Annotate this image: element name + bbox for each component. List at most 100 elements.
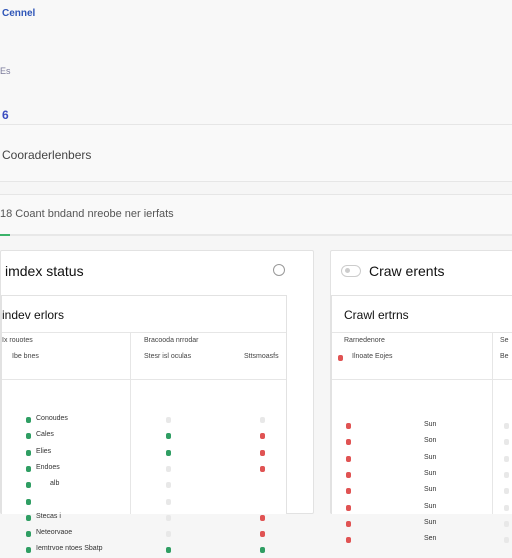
status-dot (260, 514, 265, 521)
crawl-errors-card: Crawl ertrns Rarnedenore Se Ilnoate Eoje… (331, 295, 512, 544)
info-bar-text: 18 Coant bndand nreobe ner ierfats (0, 208, 174, 220)
table-row[interactable]: Sun (332, 500, 512, 516)
empty-dot (504, 439, 509, 446)
top-mini-label: Es (0, 66, 11, 76)
index-errors-card: indev erlors Ix rouotes Bracooda nrrodar… (1, 295, 287, 554)
status-dot (166, 449, 171, 456)
table-row[interactable]: Sun (332, 483, 512, 499)
table-row[interactable]: Sun (332, 451, 512, 467)
crawl-header-col2-sub: Be (500, 353, 509, 360)
row-label: Cales (36, 431, 54, 439)
header-col2-sub: Stesr isl oculas (144, 353, 192, 360)
row-value: Sun (424, 518, 437, 526)
table-row[interactable]: alb (2, 477, 286, 493)
status-dot (260, 547, 265, 554)
status-dot (260, 433, 265, 440)
table-row[interactable]: Iemtrvoe ntoes Sbatp (2, 542, 286, 558)
header-col2: Bracooda nrrodar (144, 337, 199, 344)
error-dot (346, 471, 351, 478)
table-row[interactable]: Sun (332, 418, 512, 434)
row-value: Sun (424, 469, 437, 477)
status-dot (166, 417, 171, 423)
table-row[interactable]: Son (332, 434, 512, 450)
crawl-header-col1: Rarnedenore (344, 337, 385, 344)
row-label: Iemtrvoe ntoes Sbatp (36, 545, 103, 553)
error-dot (346, 423, 351, 429)
index-table-header: Ix rouotes Bracooda nrrodar Ibe bnes Ste… (2, 332, 286, 380)
empty-dot (504, 488, 509, 495)
status-dot (166, 498, 171, 505)
status-dot (26, 547, 31, 554)
table-row[interactable]: Neteorvaoe (2, 526, 286, 542)
row-value: Sen (424, 535, 437, 543)
crawl-header-col1-sub: Ilnoate Eojes (352, 353, 393, 360)
table-row[interactable]: Sun (332, 516, 512, 532)
header-col1-sub: Ibe bnes (12, 353, 39, 360)
row-label: Elies (36, 447, 52, 455)
status-dot (166, 514, 171, 521)
error-dot (346, 455, 351, 462)
error-dot (346, 504, 351, 511)
row-label: Neteorvaoe (36, 529, 73, 537)
table-row[interactable]: Stecas i (2, 510, 286, 526)
crawl-header-col2: Se (500, 337, 509, 344)
row-label: alb (50, 480, 60, 488)
status-dot (26, 498, 31, 505)
row-label: Stecas i (36, 512, 61, 520)
empty-dot (504, 537, 509, 544)
error-dot (346, 537, 351, 544)
table-row[interactable]: Sen (332, 532, 512, 548)
top-area: Cennel Es 6 (0, 0, 512, 124)
row-value: Sun (424, 453, 437, 461)
header-col3-sub: Sttsmoasfs (244, 353, 279, 360)
table-row[interactable] (2, 494, 286, 510)
crawl-errors-panel: Craw erents Crawl ertrns Rarnedenore Se … (330, 250, 512, 544)
progress-track (0, 234, 512, 236)
status-dot (26, 531, 31, 538)
status-dot (166, 433, 171, 440)
status-dot (26, 514, 31, 521)
table-row[interactable]: Cales (2, 428, 286, 444)
info-bar: 18 Coant bndand nreobe ner ierfats (0, 194, 512, 236)
status-dot (260, 449, 265, 456)
crawl-table-header: Rarnedenore Se Ilnoate Eojes Be (332, 332, 512, 380)
crawl-column-divider (492, 332, 493, 514)
table-row[interactable]: Endoes (2, 461, 286, 477)
empty-dot (504, 455, 509, 462)
table-row[interactable]: Sun (332, 467, 512, 483)
top-number: 6 (2, 108, 9, 122)
status-dot (166, 465, 171, 472)
status-dot (26, 417, 31, 423)
table-row[interactable]: Conoudes (2, 412, 286, 428)
status-dot (26, 465, 31, 472)
status-dot (26, 449, 31, 456)
status-dot (26, 482, 31, 489)
status-dot (260, 465, 265, 472)
search-bar[interactable]: Cooraderlenbers (0, 124, 512, 182)
header-col1: Ix rouotes (2, 337, 33, 344)
row-value: Sun (424, 502, 437, 510)
status-dot (166, 547, 171, 554)
status-dot (260, 531, 265, 538)
row-label: Endoes (36, 463, 60, 471)
error-dot (338, 355, 343, 361)
progress-fill (0, 234, 11, 236)
empty-dot (504, 504, 509, 511)
index-errors-title: indev erlors (2, 308, 65, 322)
index-status-title: imdex status (5, 263, 84, 279)
table-row[interactable]: Elies (2, 445, 286, 461)
status-dot (166, 482, 171, 489)
search-bar-text: Cooraderlenbers (2, 148, 92, 162)
refresh-icon[interactable] (273, 264, 285, 276)
index-status-panel: imdex status indev erlors Ix rouotes Bra… (0, 250, 314, 554)
status-dot (26, 433, 31, 440)
brand-logo[interactable]: Cennel (2, 8, 36, 19)
crawl-toggle[interactable] (341, 265, 361, 277)
empty-dot (504, 520, 509, 527)
status-dot (260, 417, 265, 423)
empty-dot (504, 423, 509, 429)
row-value: Sun (424, 486, 437, 494)
crawl-errors-title: Craw erents (369, 263, 445, 279)
crawl-errors-subtitle: Crawl ertrns (344, 308, 409, 322)
error-dot (346, 488, 351, 495)
